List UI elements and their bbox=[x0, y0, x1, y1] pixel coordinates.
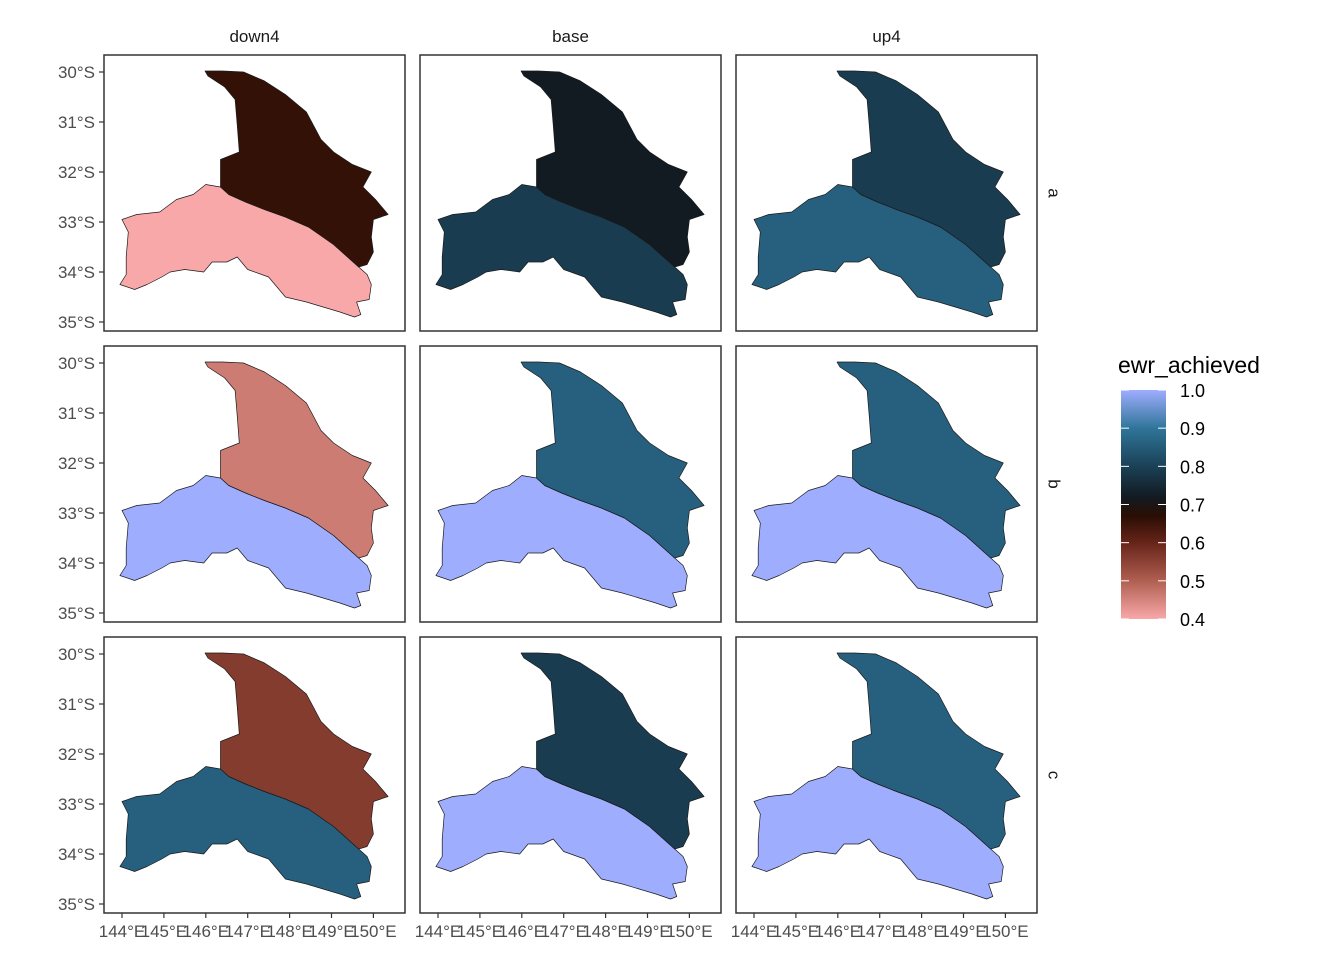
y-tick-label: 35°S bbox=[58, 313, 95, 332]
x-tick-label: 145°E bbox=[457, 922, 504, 941]
column-label-base: base bbox=[552, 27, 589, 46]
legend-tick-label: 0.9 bbox=[1180, 419, 1205, 439]
map-panel-b-up4 bbox=[735, 345, 1038, 623]
region-north bbox=[836, 70, 1021, 268]
region-north bbox=[204, 361, 389, 559]
x-tick-label: 148°E bbox=[898, 922, 945, 941]
x-tick-label: 149°E bbox=[624, 922, 671, 941]
x-tick-label: 144°E bbox=[415, 922, 462, 941]
x-tick-label: 146°E bbox=[815, 922, 862, 941]
y-tick-label: 32°S bbox=[58, 745, 95, 764]
x-tick-label: 150°E bbox=[982, 922, 1029, 941]
x-tick-label: 148°E bbox=[266, 922, 313, 941]
panel-border bbox=[419, 54, 722, 332]
y-tick-label: 32°S bbox=[58, 163, 95, 182]
legend-ticks: 1.0 0.9 0.8 0.7 0.6 0.5 0.4 bbox=[1121, 381, 1205, 630]
map-panel-a-down4 bbox=[103, 54, 406, 332]
region-north bbox=[836, 652, 1021, 850]
region-north bbox=[836, 361, 1021, 559]
y-tick-label: 34°S bbox=[58, 845, 95, 864]
region-north bbox=[204, 652, 389, 850]
row-label-c: c bbox=[1045, 771, 1064, 780]
y-tick-label: 34°S bbox=[58, 263, 95, 282]
y-tick-label: 32°S bbox=[58, 454, 95, 473]
x-tick-label: 147°E bbox=[540, 922, 587, 941]
map-panels bbox=[103, 54, 1038, 914]
panel-border bbox=[735, 636, 1038, 914]
y-tick-label: 31°S bbox=[58, 404, 95, 423]
y-tick-label: 30°S bbox=[58, 63, 95, 82]
y-tick-label: 30°S bbox=[58, 645, 95, 664]
x-tick-label: 144°E bbox=[731, 922, 778, 941]
y-tick-label: 33°S bbox=[58, 213, 95, 232]
y-tick-label: 31°S bbox=[58, 113, 95, 132]
y-tick-label: 35°S bbox=[58, 895, 95, 914]
x-tick-label: 145°E bbox=[141, 922, 188, 941]
legend-tick-label: 0.4 bbox=[1180, 610, 1205, 630]
legend-tick-label: 0.5 bbox=[1180, 572, 1205, 592]
x-tick-label: 146°E bbox=[183, 922, 230, 941]
map-panel-c-down4 bbox=[103, 636, 406, 914]
panel-border bbox=[419, 636, 722, 914]
panel-border bbox=[103, 636, 406, 914]
column-label-down4: down4 bbox=[229, 27, 279, 46]
color-legend: ewr_achieved 1.0 0.9 0.8 0.7 0.6 0.5 0.4 bbox=[1118, 352, 1260, 630]
x-tick-label: 147°E bbox=[856, 922, 903, 941]
region-north bbox=[520, 361, 705, 559]
panel-border bbox=[735, 345, 1038, 623]
y-tick-label: 34°S bbox=[58, 554, 95, 573]
x-tick-label: 150°E bbox=[350, 922, 397, 941]
x-tick-label: 144°E bbox=[99, 922, 146, 941]
legend-tick-label: 0.6 bbox=[1180, 534, 1205, 554]
map-panel-c-base bbox=[419, 636, 722, 914]
region-north bbox=[204, 70, 389, 268]
x-tick-label: 146°E bbox=[499, 922, 546, 941]
panel-border bbox=[103, 54, 406, 332]
y-tick-label: 30°S bbox=[58, 354, 95, 373]
map-panel-a-base bbox=[419, 54, 722, 332]
y-tick-label: 31°S bbox=[58, 695, 95, 714]
panel-border bbox=[735, 54, 1038, 332]
legend-tick-label: 1.0 bbox=[1180, 381, 1205, 401]
legend-tick-label: 0.8 bbox=[1180, 457, 1205, 477]
x-tick-label: 148°E bbox=[582, 922, 629, 941]
y-tick-label: 33°S bbox=[58, 504, 95, 523]
panel-border bbox=[103, 345, 406, 623]
x-tick-label: 145°E bbox=[773, 922, 820, 941]
region-north bbox=[520, 70, 705, 268]
map-panel-b-base bbox=[419, 345, 722, 623]
legend-tick-label: 0.7 bbox=[1180, 496, 1205, 516]
map-panel-c-up4 bbox=[735, 636, 1038, 914]
x-tick-label: 150°E bbox=[666, 922, 713, 941]
row-label-b: b bbox=[1045, 479, 1064, 488]
map-panel-b-down4 bbox=[103, 345, 406, 623]
legend-title: ewr_achieved bbox=[1118, 352, 1260, 378]
y-tick-label: 35°S bbox=[58, 604, 95, 623]
x-tick-label: 147°E bbox=[224, 922, 271, 941]
column-label-up4: up4 bbox=[872, 27, 900, 46]
y-tick-label: 33°S bbox=[58, 795, 95, 814]
panel-border bbox=[419, 345, 722, 623]
latitude-axes: 30°S 31°S 32°S 33°S 34°S 35°S 30°S 31°S 32°S 33°S… bbox=[58, 63, 104, 914]
region-north bbox=[520, 652, 705, 850]
x-tick-label: 149°E bbox=[308, 922, 355, 941]
row-strip-labels: a b c bbox=[1045, 188, 1064, 779]
map-panel-a-up4 bbox=[735, 54, 1038, 332]
x-tick-label: 149°E bbox=[940, 922, 987, 941]
row-label-a: a bbox=[1045, 188, 1064, 198]
column-strip-labels: down4 base up4 bbox=[229, 27, 900, 46]
